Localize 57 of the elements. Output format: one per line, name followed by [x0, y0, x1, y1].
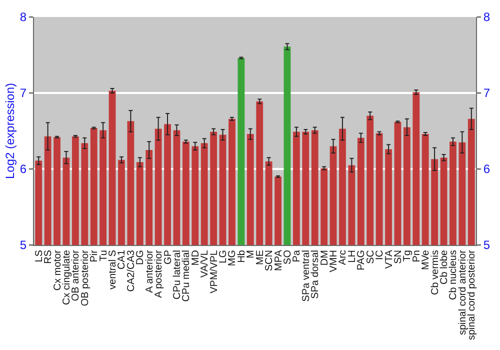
x-tick-label: A anterior — [144, 249, 156, 293]
x-tick-label: GP — [162, 250, 174, 264]
x-tick-label: Cb lobe — [439, 250, 450, 284]
x-tick-label: VTA — [384, 250, 395, 269]
x-tick-label: ME — [254, 250, 266, 265]
y-axis-title: Log2 (expression) — [3, 82, 18, 180]
y2-tick-label: 7 — [483, 86, 490, 100]
x-tick-label: MPA — [273, 250, 284, 271]
x-tick-label: SO — [282, 250, 294, 264]
x-tick-label: spinal cord anterior — [457, 249, 468, 336]
x-tick-label: CPu lateral — [172, 250, 183, 300]
y-tick-label: 6 — [20, 162, 27, 176]
x-tick-label: M — [246, 250, 257, 258]
x-tick-label: MD — [190, 250, 202, 266]
x-tick-label: SN — [392, 250, 404, 264]
x-tick-label: CA2/CA3 — [126, 250, 137, 292]
x-tick-label: Hb — [236, 250, 248, 263]
x-tick-label: MG — [227, 250, 238, 266]
x-tick-label: RS — [43, 250, 54, 264]
x-tick-label: LS — [34, 250, 45, 262]
x-tick-label: OB posterior — [80, 249, 91, 306]
x-tick-label: ventral S — [108, 250, 119, 290]
x-tick-label: CPu medial — [181, 250, 192, 302]
x-tick-label: VMH — [328, 250, 340, 272]
x-tick-label: SC — [365, 250, 376, 264]
x-tick-label: Cb nucleus — [448, 250, 460, 300]
x-tick-label: SPa ventral — [300, 250, 312, 302]
x-tick-label: LG — [218, 250, 230, 264]
x-tick-label: CA1 — [116, 250, 128, 270]
x-tick-label: Pn — [411, 250, 422, 262]
x-tick-label: MVe — [420, 250, 432, 270]
x-tick-label: Cb vermis — [430, 250, 441, 296]
x-tick-label: DG — [135, 250, 146, 265]
y-tick-label: 8 — [20, 10, 27, 24]
x-tick-label: VA/VL — [200, 250, 211, 278]
x-tick-label: IC — [374, 250, 386, 260]
y-tick-label: 5 — [20, 238, 27, 252]
x-tick-label: Pa — [292, 250, 303, 262]
x-tick-label: PAG — [356, 250, 368, 270]
x-tick-label: VPM/VPL — [208, 250, 220, 294]
x-tick-label: Tu — [98, 250, 110, 262]
y2-tick-label: 5 — [483, 238, 490, 252]
x-tick-label: LH — [346, 250, 358, 263]
x-tick-label: Arc — [338, 250, 349, 265]
x-tick-label: SCN — [264, 250, 276, 272]
x-tick-label: Cx motor — [52, 249, 64, 291]
x-tick-label: spinal cord posterior — [466, 249, 478, 340]
x-tick-label: SPa dorsal — [310, 250, 322, 299]
x-tick-label: OB anterior — [70, 249, 82, 302]
x-tick-label: Tg — [402, 250, 414, 262]
y2-tick-label: 8 — [483, 10, 490, 24]
x-tick-label: Pir — [89, 249, 100, 262]
x-tick-label: Cx cingulate — [61, 250, 72, 306]
x-tick-label: A posterior — [154, 249, 165, 298]
y2-tick-label: 6 — [483, 162, 490, 176]
y-tick-label: 7 — [20, 86, 27, 100]
x-tick-label: DM — [319, 250, 330, 266]
